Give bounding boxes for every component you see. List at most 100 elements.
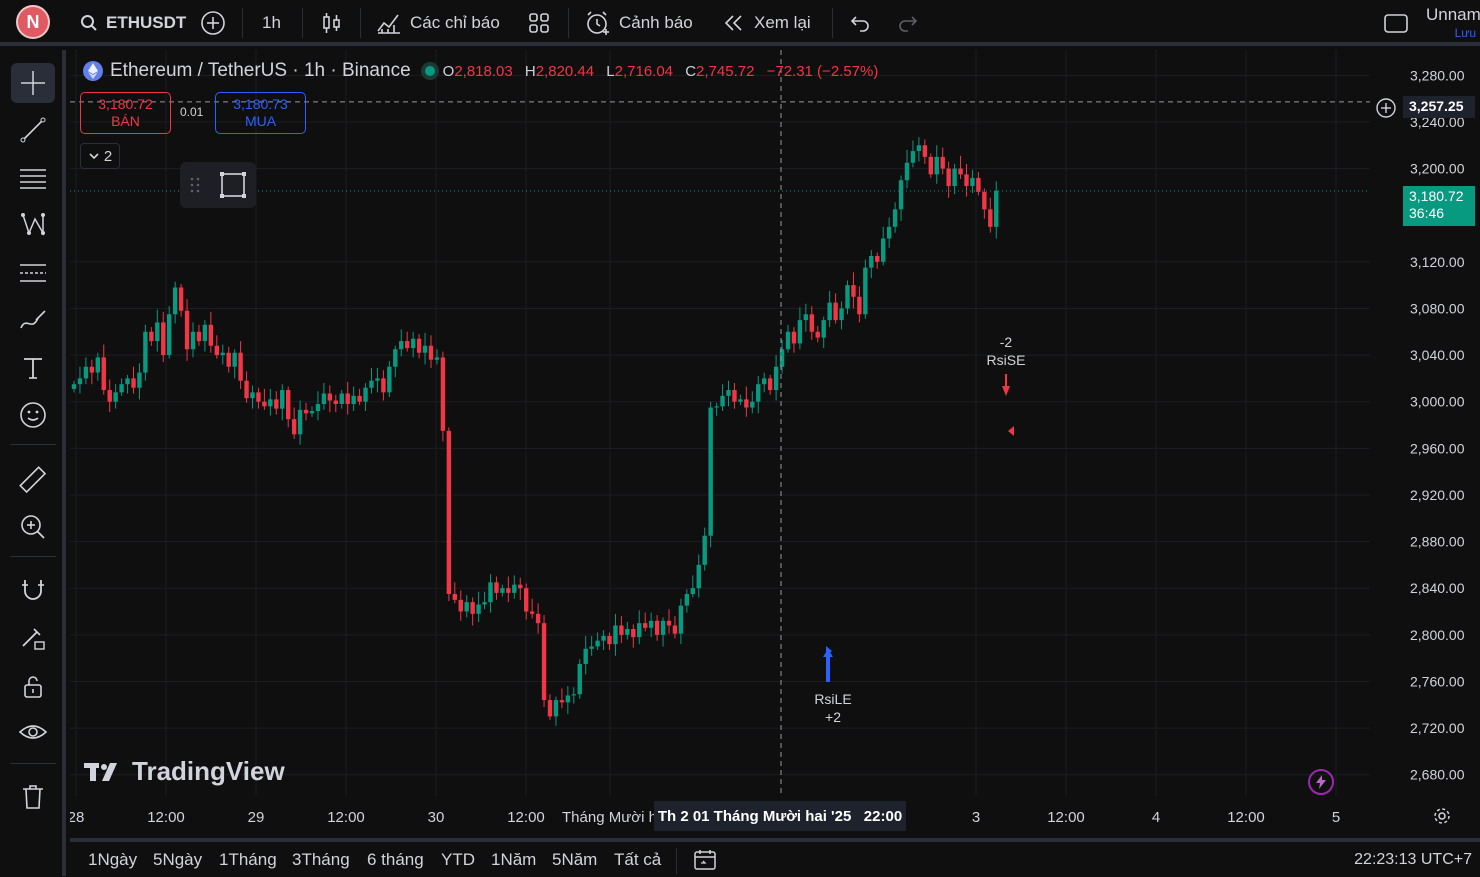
measure-tool[interactable] — [11, 460, 55, 500]
candle — [113, 384, 118, 409]
candle — [541, 614, 547, 708]
remove-drawings-tool[interactable] — [11, 777, 55, 817]
fullscreen-button[interactable] — [1383, 10, 1409, 36]
forecasting-tool[interactable] — [11, 253, 55, 293]
brush-tool[interactable] — [11, 300, 55, 340]
candle-body — [399, 341, 404, 350]
rectangle-select-icon[interactable] — [218, 170, 248, 200]
candle-body — [869, 255, 874, 268]
range-button[interactable]: 5Ngày — [153, 850, 203, 869]
time-tick: 12:00 — [1227, 809, 1265, 826]
toolbar-divider — [302, 8, 303, 38]
candle — [875, 252, 880, 269]
candle-body — [125, 378, 130, 385]
sell-button[interactable]: 3,180.72 BÁN — [80, 92, 171, 134]
sidebar-divider — [10, 444, 56, 445]
candle-body — [601, 635, 606, 641]
symbol-title[interactable]: Ethereum / TetherUS · 1h · Binance — [110, 60, 411, 81]
date-range-button[interactable] — [692, 848, 718, 877]
candle-body — [803, 314, 809, 321]
range-button[interactable]: 1Tháng — [219, 850, 277, 869]
realtime-indicator[interactable] — [1308, 769, 1334, 795]
price-tick: 2,880.00 — [1410, 534, 1465, 550]
candle-body — [369, 380, 374, 388]
magnet-tool[interactable] — [11, 570, 55, 610]
compare-symbol-button[interactable] — [200, 10, 226, 36]
candle — [845, 280, 850, 315]
bottom-toolbar: 1Ngày 5Ngày 1Tháng 3Tháng 6 tháng YTD 1Năm 5Năm… — [70, 838, 1480, 876]
alerts-button[interactable]: Cảnh báo — [585, 10, 693, 36]
brush-icon — [20, 310, 46, 329]
symbol-search-button[interactable]: ETHUSDT — [80, 10, 186, 36]
price-tick: 2,680.00 — [1410, 767, 1465, 783]
collapse-indicators-button[interactable]: 2 — [80, 143, 120, 169]
chart-pane[interactable]: RsiLE +2 -2 RsiSE 3,280.00 3,240.00 3,200.00 3… — [70, 50, 1480, 834]
indicators-button[interactable]: Các chỉ báo — [376, 10, 500, 36]
candle-body — [631, 628, 636, 638]
layout-name-button[interactable]: Unnam Lưu — [1426, 6, 1480, 42]
hide-drawings-tool[interactable] — [11, 712, 55, 752]
candle-body — [452, 594, 457, 600]
add-alert-button[interactable] — [1375, 97, 1397, 124]
range-button[interactable]: Tất cả — [614, 850, 662, 869]
chart-type-button[interactable] — [320, 10, 344, 36]
candle-body — [178, 287, 184, 311]
trend-line-tool[interactable] — [11, 110, 55, 150]
candle-body — [172, 287, 178, 315]
chevron-down-icon — [89, 153, 99, 160]
chart-settings-button[interactable] — [1432, 806, 1452, 831]
candle — [375, 367, 380, 393]
price-tick: 3,080.00 — [1410, 300, 1465, 316]
candle — [565, 686, 571, 715]
watermark-text: TradingView — [132, 756, 285, 786]
user-avatar[interactable]: N — [16, 5, 50, 39]
candle-body — [381, 378, 386, 393]
candle-body — [750, 401, 755, 408]
candle-body — [708, 407, 713, 536]
buy-button[interactable]: 3,180.73 MUA — [215, 92, 306, 134]
candle — [702, 527, 707, 571]
candle — [821, 316, 826, 349]
candle — [577, 659, 582, 699]
candle-body — [922, 145, 928, 157]
replay-button[interactable]: Xem lại — [722, 10, 811, 36]
candle — [970, 169, 975, 194]
range-button[interactable]: 3Tháng — [292, 850, 350, 869]
candle-body — [827, 302, 832, 321]
drag-handle-icon[interactable] — [190, 176, 200, 194]
range-button[interactable]: YTD — [441, 850, 475, 869]
emoji-tool[interactable] — [11, 395, 55, 435]
zoom-in-tool[interactable] — [11, 507, 55, 547]
candle — [750, 391, 755, 414]
clock[interactable]: 22:23:13 UTC+7 — [1354, 851, 1472, 868]
candle-body — [910, 151, 916, 163]
candle — [172, 281, 178, 324]
market-status-dot[interactable] — [424, 66, 435, 76]
candle-body — [220, 352, 225, 356]
candle — [422, 332, 428, 365]
candle-body — [529, 611, 535, 614]
text-tool[interactable] — [11, 348, 55, 388]
crosshair-tool[interactable] — [11, 63, 55, 103]
lock-drawings-tool[interactable] — [11, 666, 55, 706]
candle-body — [714, 406, 719, 408]
candle — [994, 181, 999, 239]
range-button[interactable]: 5Năm — [552, 850, 598, 869]
candle-body — [494, 582, 499, 593]
price-tick: 3,120.00 — [1410, 254, 1465, 270]
interval-button[interactable]: 1h — [262, 10, 281, 36]
redo-button[interactable] — [896, 10, 920, 36]
templates-button[interactable] — [528, 10, 550, 36]
spread-value: 0.01 — [180, 105, 204, 119]
range-button[interactable]: 1Ngày — [88, 850, 138, 869]
undo-button[interactable] — [848, 10, 872, 36]
fib-tool[interactable] — [11, 158, 55, 198]
candle — [762, 372, 767, 393]
candle-body — [393, 349, 398, 367]
drawing-mode-tool[interactable] — [11, 618, 55, 658]
pattern-tool[interactable] — [11, 205, 55, 245]
range-button[interactable]: 1Năm — [491, 850, 537, 869]
range-button[interactable]: 6 tháng — [367, 850, 424, 869]
price-tick: 2,840.00 — [1410, 580, 1465, 596]
